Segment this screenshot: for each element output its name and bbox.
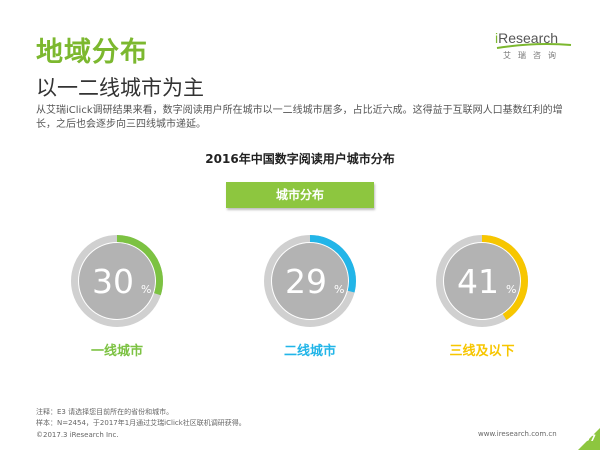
footer-website: www.iresearch.com.cn: [478, 430, 557, 438]
chart-title: 2016年中国数字阅读用户城市分布: [205, 152, 395, 166]
donut-slice-2: [436, 235, 528, 327]
logo-research: Research: [498, 30, 559, 46]
donut-center-1: [272, 243, 348, 319]
donut-charts: 30% 29% 41%: [71, 235, 528, 327]
donut-label-tier3: 三线及以下: [449, 344, 515, 359]
page-subtitle: 以一二线城市为主: [36, 76, 204, 100]
logo-swoosh-icon: [496, 43, 572, 49]
donut-label-tier1: 一线城市: [90, 344, 143, 359]
logo-wordmark: iResearch: [495, 30, 558, 46]
logo-i: i: [495, 30, 499, 46]
donut-slice-0: [71, 235, 163, 327]
donut-value-1: 29: [285, 262, 327, 301]
donut-unit-0: %: [141, 283, 151, 296]
donut-center-2: [444, 243, 520, 319]
donut-unit-2: %: [506, 283, 516, 296]
donut-value-0: 30: [92, 262, 134, 301]
donut-value-2: 41: [457, 262, 499, 301]
page-title: 地域分布: [36, 37, 148, 68]
page-description: 从艾瑞iClick调研结果来看，数字阅读用户所在城市以一二线城市居多，占比近六成…: [36, 105, 563, 130]
footnote-note: 注释：E3 请选择您目前所在的省份和城市。: [36, 408, 174, 416]
page-number: 37: [583, 434, 596, 444]
footer-copyright: ©2017.3 iResearch Inc.: [36, 431, 119, 439]
footnote-sample: 样本：N=2454，于2017年1月通过艾瑞iClick社区联机调研获得。: [36, 419, 246, 427]
logo-subtext: 艾瑞咨询: [503, 51, 563, 60]
donut-center-0: [79, 243, 155, 319]
donut-unit-1: %: [334, 283, 344, 296]
chart-badge: 城市分布: [226, 182, 374, 208]
iresearch-logo: iResearch 艾瑞咨询: [495, 30, 575, 68]
donut-label-tier2: 二线城市: [283, 344, 336, 359]
donut-slice-1: [264, 235, 356, 327]
